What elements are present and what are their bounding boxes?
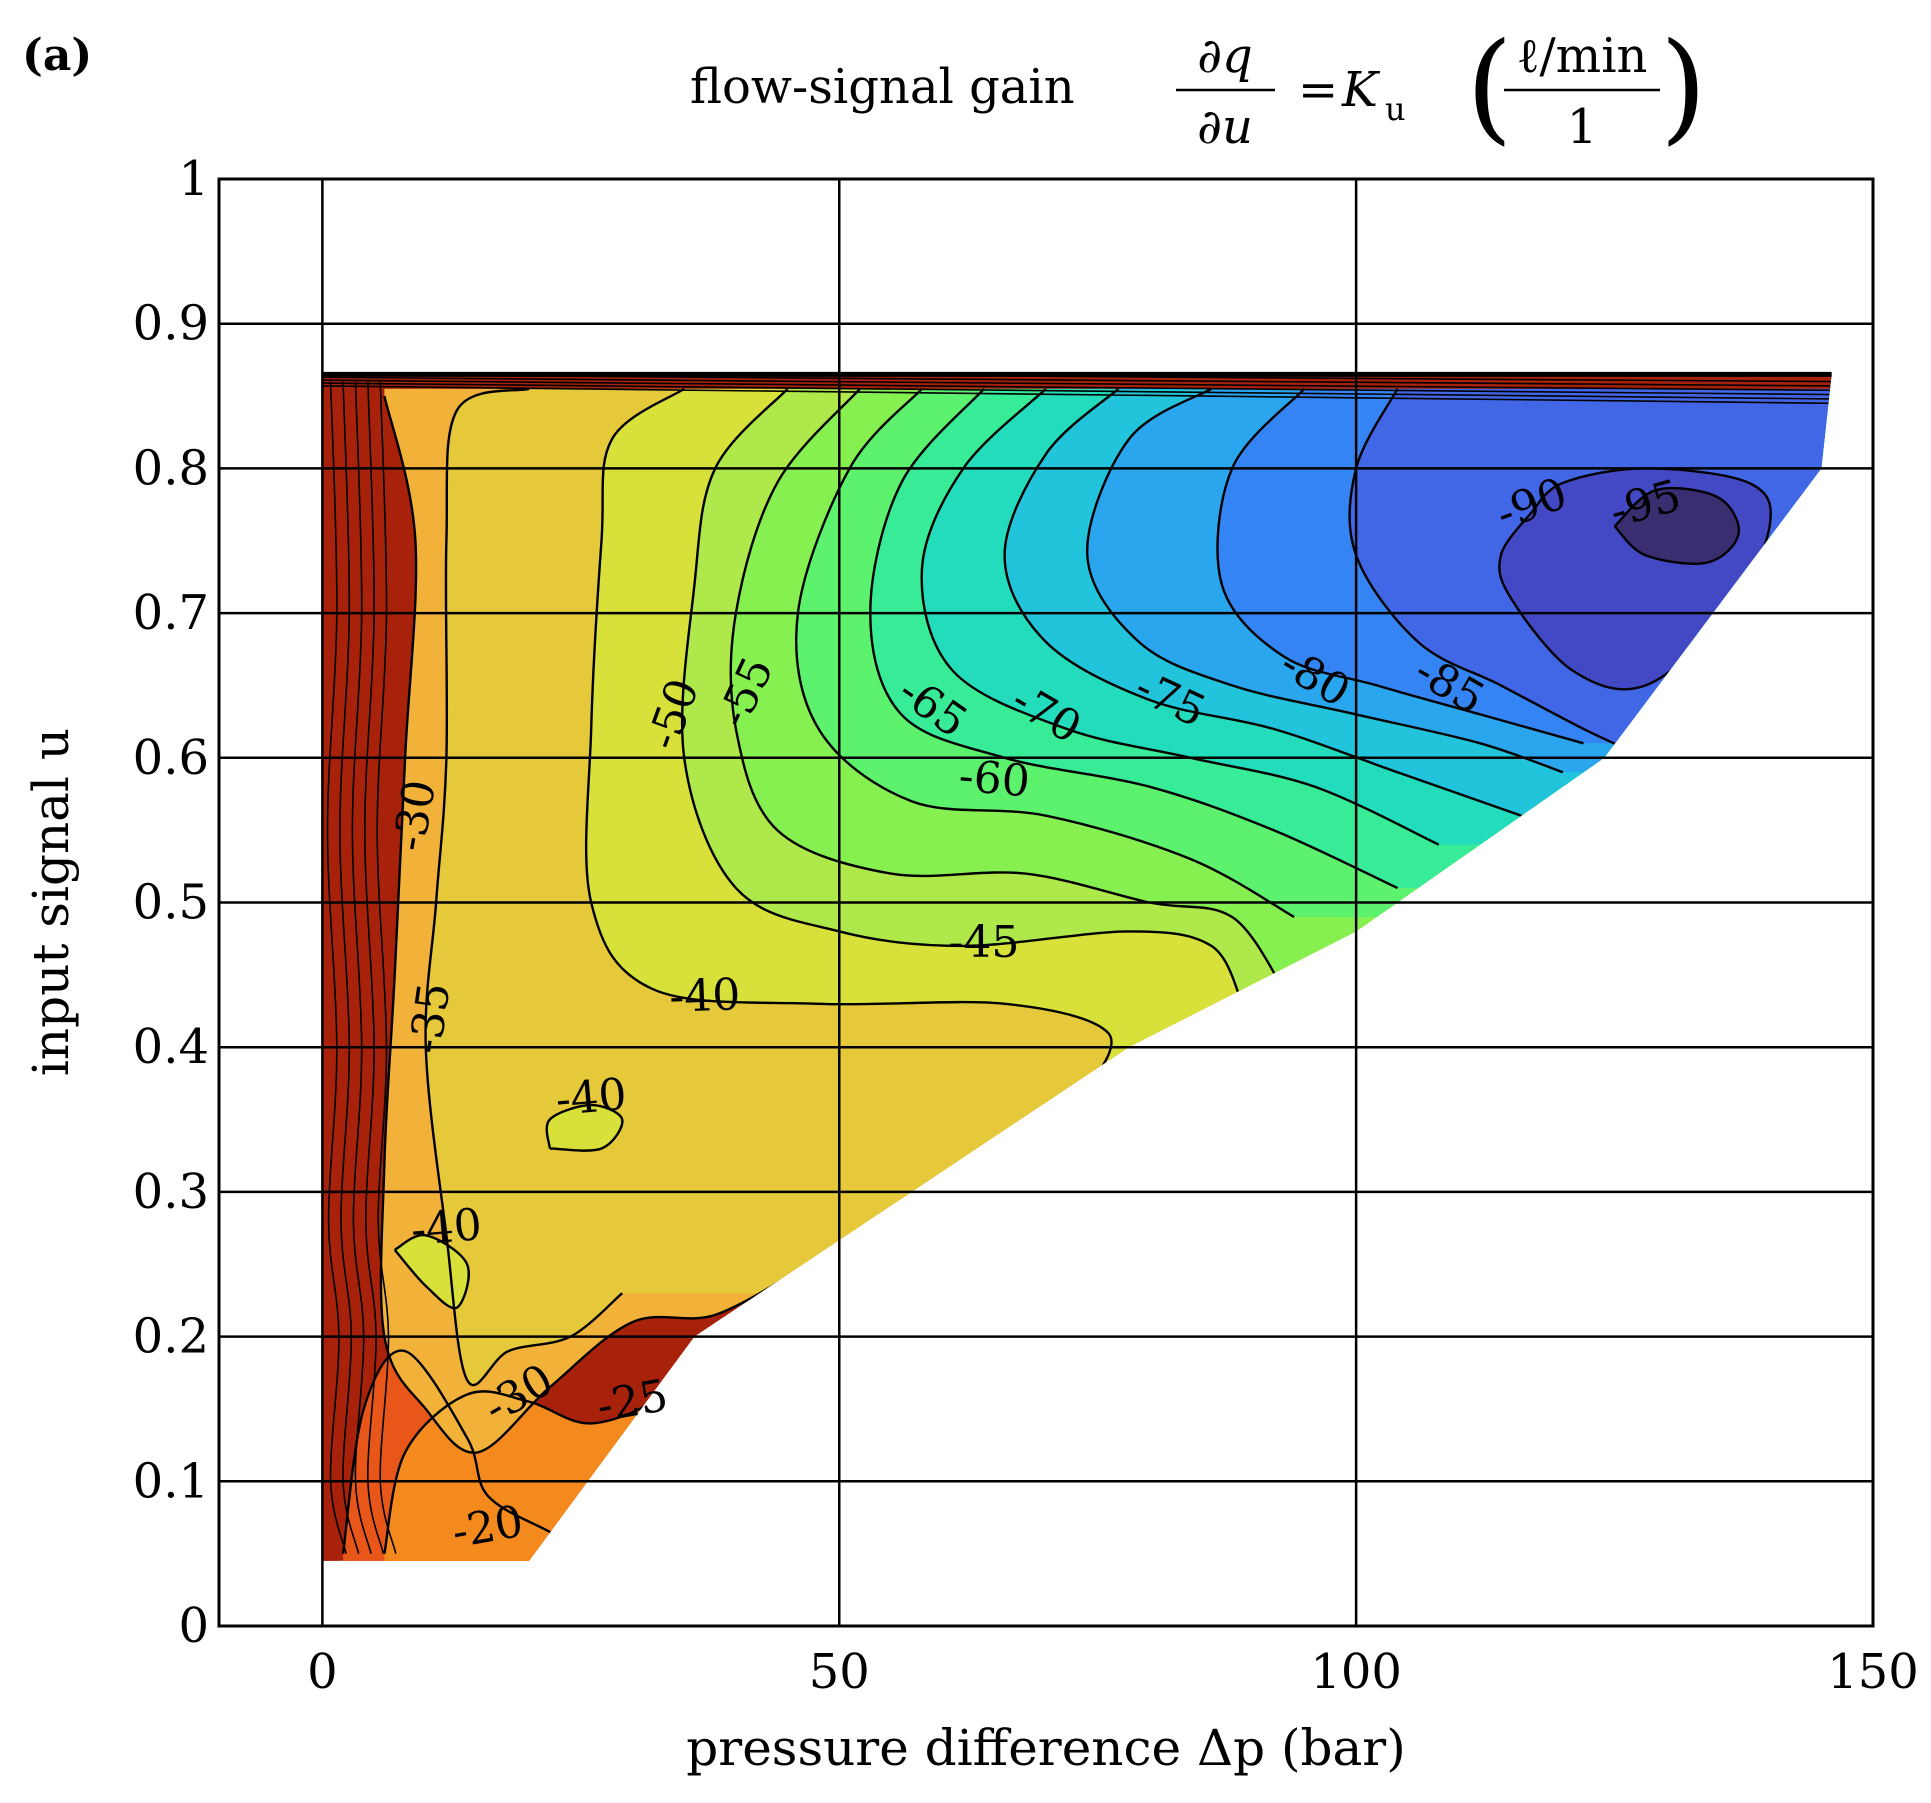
x-tick-label-1: 50	[809, 1644, 870, 1700]
y-tick-label-7: 0.7	[133, 585, 209, 641]
title-prefix: flow-signal gain	[690, 59, 1075, 115]
y-tick-label-1: 0.1	[133, 1453, 209, 1509]
contour-dense-top-3	[322, 376, 1832, 392]
contour-line-40-5	[545, 1103, 624, 1152]
contour-line-40-4	[584, 387, 1113, 1092]
contour-line-layer	[322, 374, 1832, 1555]
title-frac-denominator: ∂u	[1197, 99, 1253, 155]
title-paren-open: (	[1466, 18, 1513, 157]
contour-dense-top-1	[322, 382, 1832, 400]
title-frac-numerator: ∂q	[1197, 28, 1253, 84]
y-tick-label-5: 0.5	[133, 875, 209, 931]
band-left-strip	[322, 374, 338, 1561]
contour-label-5: -40	[669, 969, 742, 1022]
contour-line-40-6	[393, 1233, 470, 1310]
title-equals: =	[1298, 62, 1338, 118]
y-tick-label-2: 0.2	[133, 1309, 209, 1365]
panel-label: (a)	[22, 30, 92, 81]
title-unit-numerator: ℓ/min	[1517, 28, 1648, 84]
contour-line-45-7	[680, 387, 1244, 1005]
contour-label-3: -30	[384, 776, 447, 855]
x-tick-label-3: 150	[1827, 1644, 1919, 1700]
band-40-1	[546, 1105, 623, 1151]
contour-line-75-13	[1086, 387, 1564, 774]
band-40-2	[394, 1235, 469, 1309]
contour-line-60-10	[869, 388, 1399, 890]
contour-line-30-2	[379, 395, 809, 1454]
contour-label-0: -20	[448, 1496, 527, 1559]
contour-label-11: -60	[957, 751, 1032, 808]
chart-title: flow-signal gain ∂q ∂u = K u ( ℓ/min 1 )	[690, 18, 1707, 157]
contour-label-7: -40	[409, 1199, 484, 1256]
contour-line-35-3	[424, 387, 623, 1387]
title-symbol: K	[1341, 62, 1381, 118]
contour-label-4: -35	[400, 980, 460, 1057]
contour-label-8: -45	[949, 917, 1020, 968]
x-tick-label-2: 100	[1310, 1644, 1402, 1700]
contour-line-50-8	[729, 388, 1285, 991]
y-tick-label-4: 0.4	[133, 1019, 209, 1075]
band-95-0	[1614, 488, 1739, 564]
plot-frame	[217, 177, 1875, 1628]
contour-line-65-11	[920, 387, 1440, 846]
y-tick-label-8: 0.8	[133, 440, 209, 496]
grid-lines	[219, 179, 1873, 1626]
y-axis-title: input signal u	[22, 728, 80, 1076]
contour-line-70-12	[1003, 387, 1522, 817]
contour-dense-top-0	[322, 385, 1832, 405]
title-unit-denominator: 1	[1567, 99, 1598, 155]
y-tick-label-10: 1	[178, 151, 209, 207]
y-tick-label-0: 0	[178, 1598, 209, 1654]
title-paren-close: )	[1660, 18, 1707, 157]
contour-label-6: -40	[554, 1069, 629, 1126]
contour-line-95-17	[1613, 487, 1740, 565]
x-axis-ticks: 0 50 100 150	[307, 1644, 1919, 1700]
title-subscript: u	[1385, 90, 1406, 128]
y-axis-ticks: 0 0.1 0.2 0.3 0.4 0.5 0.6 0.7 0.8 0.9 1	[133, 151, 209, 1654]
x-tick-label-0: 0	[307, 1644, 338, 1700]
contour-dense-top-2	[322, 379, 1832, 396]
y-tick-label-9: 0.9	[133, 296, 209, 352]
contour-line-20-0	[341, 1349, 592, 1555]
x-axis-title: pressure difference Δp (bar)	[686, 1719, 1405, 1777]
contour-label-1: -25	[593, 1370, 672, 1433]
y-tick-label-6: 0.6	[133, 730, 209, 786]
y-tick-label-3: 0.3	[133, 1164, 209, 1220]
